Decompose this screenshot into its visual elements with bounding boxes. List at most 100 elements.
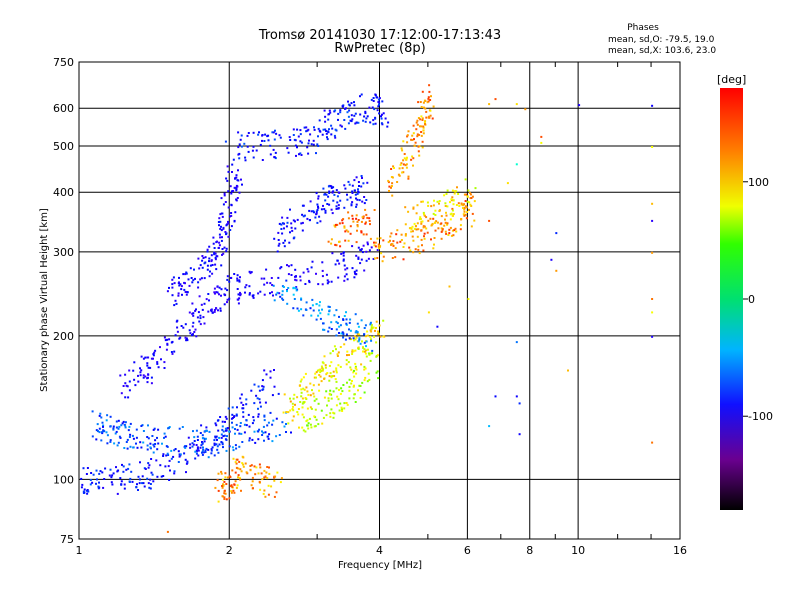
data-point [311,260,314,263]
data-point [324,128,327,131]
data-point [423,106,425,109]
data-point [97,487,100,490]
data-point [261,379,264,382]
data-point [555,232,558,235]
data-point [215,435,218,438]
data-point [360,230,363,233]
data-point [392,244,395,247]
data-point [296,396,299,399]
data-point [174,299,177,302]
data-point [199,264,202,267]
data-point [241,441,244,443]
data-point [469,203,472,206]
data-point [464,205,467,208]
data-point [312,139,315,142]
data-point [235,414,238,417]
data-point [201,259,204,262]
data-point [197,257,200,260]
data-point [193,440,196,442]
data-point [427,116,430,119]
data-point [343,402,346,405]
data-point [357,389,359,392]
data-point [237,293,240,296]
data-point [347,180,350,183]
data-point [95,482,97,485]
colorbar-gradient [720,88,743,510]
data-point [292,405,294,408]
data-point [100,439,103,442]
data-point [330,397,333,400]
data-point [455,190,458,193]
data-point [425,227,428,230]
data-point [102,430,105,433]
data-point [291,408,294,410]
data-point [318,119,321,122]
data-point [124,382,127,385]
data-point [237,467,240,470]
data-point [430,205,433,208]
data-point [424,107,427,110]
data-point [289,231,291,234]
data-point [119,374,122,377]
data-point [404,206,407,209]
data-point [290,264,293,267]
data-point [213,309,216,311]
data-point [364,324,367,327]
data-point [406,141,409,144]
data-point [173,350,176,353]
data-point [252,145,255,148]
data-point [294,278,297,281]
data-point [447,234,450,236]
data-point [228,497,231,500]
data-point [178,455,181,458]
data-point [319,130,322,133]
data-point [259,488,262,491]
data-point [356,192,359,195]
data-point [91,410,94,413]
data-point [467,189,470,192]
data-point [146,477,149,480]
data-point [237,302,240,305]
data-point [350,368,353,371]
data-point [235,466,238,469]
data-point [270,485,273,488]
data-point [154,349,157,352]
data-point [238,280,241,283]
data-point [329,389,332,392]
data-point [191,442,194,445]
data-point [229,185,232,188]
data-point [417,117,420,119]
data-point [363,115,366,118]
data-point [146,356,149,359]
data-point [174,448,177,450]
data-point [397,173,400,176]
data-point [446,189,449,192]
data-point [315,376,317,379]
data-point [221,236,223,239]
data-point [129,422,132,425]
data-point [235,447,238,450]
data-point [240,134,243,137]
data-point [307,393,310,396]
data-point [356,322,359,325]
data-point [357,256,360,259]
data-point [325,130,327,132]
data-point [129,477,132,480]
data-point [152,428,155,431]
data-point [325,132,328,135]
data-point [427,97,430,100]
data-point [404,234,407,237]
data-point [452,203,455,206]
data-point [225,429,228,432]
data-point [330,133,333,136]
data-point [214,486,217,489]
data-point [184,273,187,276]
data-point [166,343,169,346]
data-point [417,248,420,251]
data-point [181,293,183,296]
data-point [220,239,223,242]
data-point [332,350,334,352]
data-point [195,335,198,338]
data-point [220,436,223,439]
